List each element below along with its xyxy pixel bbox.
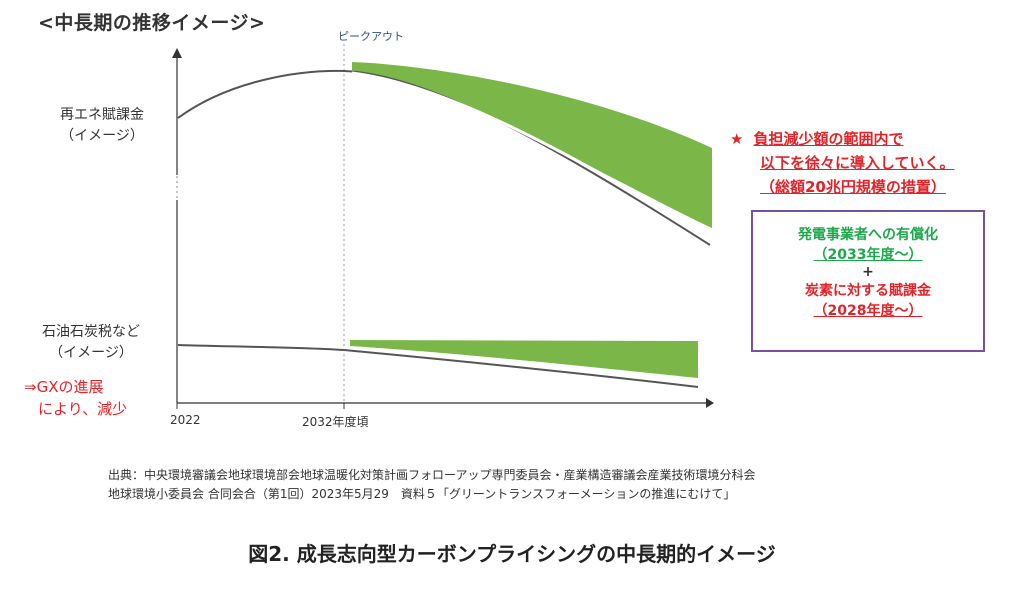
measures-box: 発電事業者への有償化 （2033年度～） + 炭素に対する賦課金 （2028年度… xyxy=(751,210,985,352)
x-tick-2022: 2022 xyxy=(170,413,201,427)
section-title: <中長期の推移イメージ> xyxy=(38,12,266,34)
box-line4: （2028年度～） xyxy=(813,303,923,319)
renewable-gap-line xyxy=(351,71,713,240)
renewable-levy-line xyxy=(177,69,711,246)
burden-reduction-note: ★ 負担減少額の範囲内で 以下を徐々に導入していく。 （総額20兆円規模の措置） xyxy=(730,127,955,199)
source-citation: 出典：中央環境審議会地球環境部会地球温暖化対策計画フォローアップ専門委員会・産業… xyxy=(108,466,756,504)
figure-caption: 図2. 成長志向型カーボンプライシングの中長期的イメージ xyxy=(248,542,776,566)
fossil-tax-line xyxy=(177,344,699,388)
y-axis-arrow xyxy=(172,48,182,58)
red-note-line2: 以下を徐々に導入していく。 xyxy=(760,154,955,172)
peak-out-label: ピークアウト xyxy=(338,30,404,43)
gx-progress-note: ⇒GXの進展 により、減少 xyxy=(24,376,127,420)
x-axis-arrow xyxy=(706,398,714,408)
x-tick-2032: 2032年度頃 xyxy=(302,415,369,429)
box-line1: 発電事業者への有償化 xyxy=(798,227,938,243)
source-line2: 地球環境小委員会 合同会合（第1回）2023年5月29 資料５「グリーントランス… xyxy=(108,487,736,501)
fossil-tax-label-line1: 石油石炭税など xyxy=(42,324,140,340)
gx-note-line2: により、減少 xyxy=(38,400,128,418)
fossil-tax-label: 石油石炭税など （イメージ） xyxy=(42,322,140,364)
box-line2: （2033年度～） xyxy=(813,247,923,263)
renewable-levy-label-line1: 再エネ賦課金 xyxy=(60,107,144,123)
gx-note-line1: ⇒GXの進展 xyxy=(24,378,104,396)
renewable-levy-label-line2: （イメージ） xyxy=(60,128,144,144)
source-line1: 出典：中央環境審議会地球環境部会地球温暖化対策計画フォローアップ専門委員会・産業… xyxy=(108,468,756,482)
box-plus: + xyxy=(862,264,874,280)
red-note-line1: ★ 負担減少額の範囲内で xyxy=(730,130,904,148)
box-line3: 炭素に対する賦課金 xyxy=(805,283,931,299)
fossil-tax-label-line2: （イメージ） xyxy=(49,345,133,361)
star-icon: ★ xyxy=(730,130,744,148)
renewable-reduction-area xyxy=(352,62,712,228)
red-note-line3: （総額20兆円規模の措置） xyxy=(760,178,946,196)
fossil-reduction-area xyxy=(350,340,698,378)
renewable-levy-label: 再エネ賦課金 （イメージ） xyxy=(60,105,144,147)
